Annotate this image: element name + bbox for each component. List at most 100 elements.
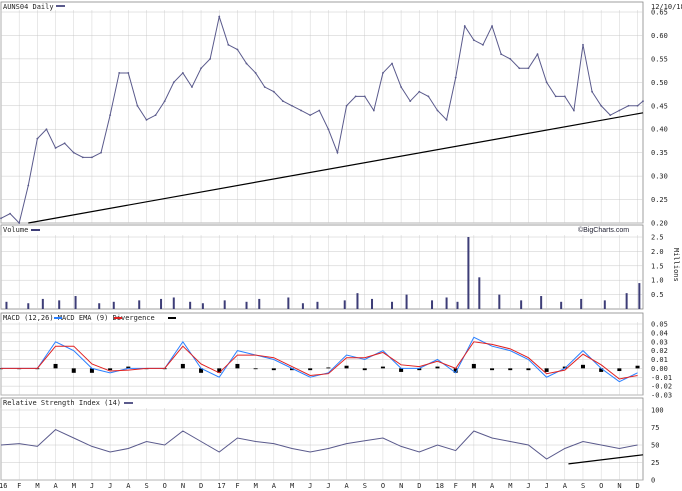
volume-bar — [343, 300, 346, 309]
price-point — [18, 222, 21, 224]
price-point — [372, 109, 375, 112]
volume-bar — [520, 300, 523, 309]
price-point — [254, 72, 257, 74]
month-label: D — [417, 482, 421, 490]
volume-bar — [58, 300, 61, 309]
price-panel-title: AUNS04 Daily — [3, 3, 54, 11]
volume-y-axis-label: Millions — [672, 248, 680, 282]
price-series-line — [0, 14, 644, 224]
price-point — [291, 104, 293, 107]
y-tick-label: 0.00 — [651, 365, 668, 373]
month-label: J — [108, 482, 112, 490]
volume-bar — [41, 298, 44, 309]
volume-bar — [74, 296, 77, 309]
divergence-bar — [199, 368, 204, 373]
divergence-bar — [71, 368, 76, 373]
price-point — [491, 25, 493, 27]
price-point — [245, 62, 248, 65]
month-label: M — [72, 482, 76, 490]
y-tick-label: 0.65 — [651, 9, 668, 17]
divergence-bar — [562, 366, 567, 369]
month-label: O — [381, 482, 385, 490]
divergence-bar — [490, 368, 495, 371]
price-point — [209, 57, 212, 60]
price-point — [9, 212, 11, 215]
volume-bar — [98, 303, 101, 309]
y-tick-label: 2.0 — [651, 248, 664, 256]
price-point — [609, 114, 612, 117]
price-point — [27, 184, 30, 187]
price-y-tick-labels: 0.65 0.60 0.55 0.50 0.45 0.40 0.35 0.30 0.25 0.20 — [651, 9, 668, 228]
volume-y-tick-labels: 2.5 2.0 1.5 1.0 0.5 — [651, 234, 664, 300]
month-label: D — [636, 482, 640, 490]
y-tick-label: 2.5 — [651, 234, 664, 242]
price-point — [281, 100, 284, 102]
y-tick-label: 0.55 — [651, 55, 668, 63]
month-label: A — [490, 482, 495, 490]
month-label: F — [17, 482, 21, 490]
price-point — [563, 95, 566, 98]
volume-bar — [580, 298, 583, 309]
month-label: S — [363, 482, 367, 490]
volume-bar — [456, 301, 459, 309]
y-tick-label: 0.60 — [651, 32, 668, 40]
y-tick-label: 0.05 — [651, 321, 668, 329]
divergence-bar — [599, 368, 604, 372]
price-point — [418, 90, 421, 93]
y-tick-label: 0.35 — [651, 149, 668, 157]
price-point — [227, 43, 230, 46]
month-label: 17 — [217, 482, 225, 490]
month-label: M — [254, 482, 258, 490]
price-point — [427, 95, 430, 98]
y-tick-label: 0.30 — [651, 173, 668, 181]
month-label: O — [599, 482, 603, 490]
macd-ema-legend-swatch — [114, 317, 122, 319]
volume-bars — [5, 237, 641, 309]
volume-bar — [371, 298, 374, 309]
price-panel: AUNS04 Daily 12/10/18 0.650.600.550.500.… — [0, 1, 682, 228]
price-point — [627, 104, 630, 107]
volume-legend-swatch — [31, 229, 40, 231]
divergence-bar — [89, 368, 94, 373]
price-point — [309, 114, 312, 117]
month-label: A — [126, 482, 131, 490]
volume-bar — [603, 300, 606, 309]
watermark: ©BigCharts.com — [578, 226, 629, 234]
month-label: N — [181, 482, 185, 490]
y-tick-label: 0.20 — [651, 220, 668, 228]
y-tick-label: 50 — [651, 442, 659, 450]
divergence-bar — [180, 363, 185, 369]
volume-bar — [431, 300, 434, 309]
price-month-gridlines — [0, 10, 638, 223]
month-label: M — [35, 482, 39, 490]
volume-bar — [189, 301, 192, 309]
divergence-bar — [344, 365, 349, 369]
price-gridlines — [1, 11, 643, 224]
volume-bar — [112, 301, 115, 309]
month-label: D — [199, 482, 203, 490]
rsi-legend-swatch — [124, 402, 133, 404]
divergence-bar — [289, 368, 294, 371]
price-point — [391, 62, 393, 65]
volume-bar — [467, 237, 470, 309]
volume-bar — [560, 301, 563, 309]
rsi-panel: Relative Strength Index (14) 100 75 50 25 0 — [0, 397, 664, 485]
y-tick-label: 0.04 — [651, 329, 668, 337]
rsi-trendline — [568, 454, 644, 465]
rsi-line — [0, 429, 638, 460]
divergence-bar — [108, 368, 113, 371]
price-point — [345, 104, 348, 107]
y-tick-label: -0.02 — [651, 383, 672, 391]
price-point — [136, 104, 139, 107]
y-tick-label: -0.01 — [651, 374, 672, 382]
divergence-bar — [544, 368, 549, 372]
y-tick-label: 0.40 — [651, 126, 668, 134]
volume-bar — [638, 283, 641, 309]
month-label: M — [290, 482, 294, 490]
price-point — [0, 217, 2, 220]
month-label: A — [563, 482, 568, 490]
macd-ema-line — [1, 341, 638, 380]
y-tick-label: 1.0 — [651, 277, 664, 285]
price-point — [509, 57, 512, 60]
